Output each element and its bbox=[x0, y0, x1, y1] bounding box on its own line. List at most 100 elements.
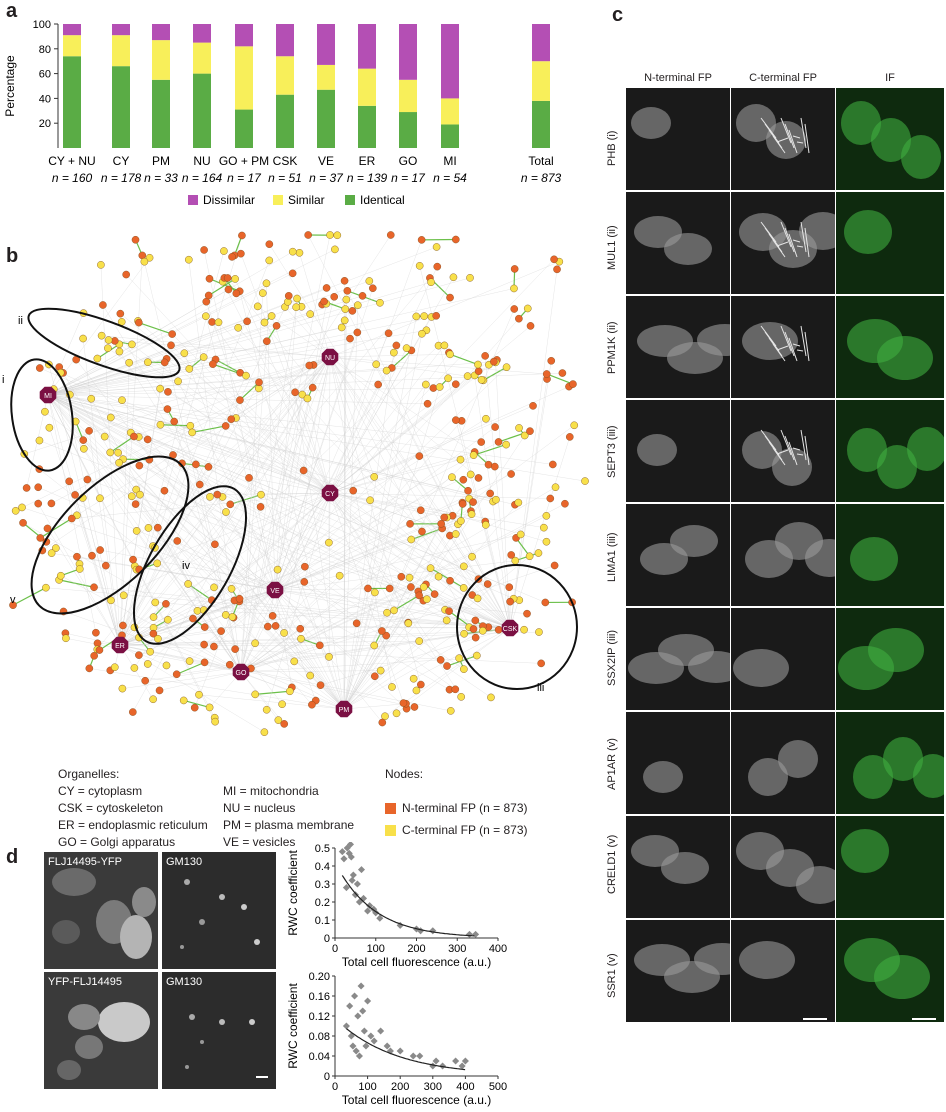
organelle-entry: VE = vesicles bbox=[223, 835, 296, 849]
fit-curve bbox=[346, 1028, 466, 1071]
hub-label: PM bbox=[339, 707, 350, 714]
y-tick-label: 40 bbox=[39, 93, 51, 105]
network-node bbox=[189, 614, 197, 623]
network-edge bbox=[69, 394, 511, 629]
network-node bbox=[228, 253, 236, 261]
network-node bbox=[451, 530, 460, 538]
c-terminal-fp-image bbox=[731, 296, 835, 398]
network-edge bbox=[47, 394, 313, 705]
network-node bbox=[449, 273, 458, 282]
network-node bbox=[526, 322, 535, 330]
network-node bbox=[83, 475, 92, 484]
x-tick-label: 200 bbox=[407, 943, 425, 955]
network-node bbox=[125, 358, 133, 367]
network-node bbox=[460, 665, 468, 673]
network-node bbox=[399, 699, 408, 707]
network-edge-green bbox=[255, 690, 290, 695]
network-node bbox=[460, 629, 468, 638]
network-edge-green bbox=[393, 594, 420, 611]
bar-segment-identical bbox=[63, 56, 81, 148]
n-node-swatch bbox=[385, 803, 396, 815]
network-node bbox=[417, 680, 425, 689]
network-edge bbox=[329, 266, 438, 494]
stacked-bar-chart: 20 40 60 80 100 Percentage CY + NU n = 160 CY n =… bbox=[3, 19, 562, 207]
network-edge bbox=[329, 459, 461, 494]
network-node bbox=[209, 360, 217, 368]
network-edge-green bbox=[183, 699, 210, 709]
bar-segment-dissimilar bbox=[235, 24, 253, 47]
network-node bbox=[153, 559, 162, 568]
network-node bbox=[535, 628, 543, 636]
bar-segment-similar bbox=[235, 46, 253, 110]
network-node bbox=[458, 500, 467, 508]
network-node bbox=[280, 720, 289, 728]
network-edge bbox=[119, 441, 499, 646]
network-node bbox=[402, 344, 411, 352]
network-node bbox=[483, 580, 492, 588]
x-tick-label: 400 bbox=[489, 943, 507, 955]
network-node bbox=[385, 584, 394, 593]
image-label: GM130 bbox=[166, 976, 203, 988]
data-point bbox=[353, 880, 361, 888]
network-node bbox=[47, 499, 56, 508]
bar-segment-similar bbox=[441, 98, 459, 125]
network-edge-green bbox=[176, 661, 205, 675]
network-edge-green bbox=[58, 579, 95, 588]
network-node bbox=[92, 628, 100, 637]
network-node bbox=[292, 303, 300, 311]
network-edge bbox=[343, 703, 406, 710]
network-edge bbox=[132, 356, 331, 713]
network-edge bbox=[119, 644, 265, 733]
network-node bbox=[52, 544, 60, 552]
network-node bbox=[170, 417, 178, 426]
network-node bbox=[65, 477, 74, 486]
network-node bbox=[417, 236, 426, 244]
network-edge bbox=[495, 362, 511, 629]
network-node bbox=[272, 322, 281, 330]
network-edge bbox=[119, 593, 435, 646]
image-label: FLJ14495-YFP bbox=[48, 856, 122, 868]
micrograph-flj14495-yfp bbox=[44, 852, 158, 969]
network-edge-green bbox=[446, 655, 478, 667]
network-node bbox=[291, 388, 299, 397]
network-node bbox=[160, 486, 169, 495]
network-node bbox=[474, 360, 482, 369]
network-node bbox=[45, 423, 54, 432]
network-node bbox=[526, 427, 534, 435]
organelles-legend: Organelles: CY = cytoplasm CSK = cytoske… bbox=[58, 766, 388, 851]
network-edge bbox=[76, 556, 511, 629]
network-node bbox=[9, 601, 17, 609]
network-edge bbox=[195, 464, 242, 673]
if-image bbox=[836, 504, 944, 606]
network-node bbox=[236, 396, 244, 404]
network-edge bbox=[68, 481, 121, 646]
network-edge bbox=[119, 644, 154, 700]
network-edge bbox=[110, 356, 331, 418]
network-node bbox=[523, 304, 532, 313]
data-point bbox=[346, 1002, 354, 1010]
network-node bbox=[415, 637, 424, 645]
network-node bbox=[459, 475, 468, 484]
network-node bbox=[143, 660, 152, 668]
network-edge bbox=[114, 340, 331, 358]
n-terminal-fp-image bbox=[626, 192, 730, 294]
network-node bbox=[481, 521, 490, 529]
c-node-swatch bbox=[385, 825, 396, 837]
network-edge bbox=[250, 668, 345, 710]
network-node bbox=[432, 311, 440, 320]
network-node bbox=[430, 590, 439, 598]
network-node bbox=[378, 718, 387, 727]
network-edge-green bbox=[430, 567, 464, 589]
network-node bbox=[195, 480, 204, 489]
network-node bbox=[416, 506, 425, 515]
network-node bbox=[200, 640, 208, 649]
network-node bbox=[47, 549, 56, 557]
bar-segment-dissimilar bbox=[112, 24, 130, 36]
network-node bbox=[392, 341, 401, 350]
network-edge bbox=[119, 362, 165, 646]
if-image bbox=[836, 192, 944, 294]
n-terminal-fp-image bbox=[626, 504, 730, 606]
network-edge bbox=[369, 500, 511, 629]
network-node bbox=[234, 323, 242, 332]
